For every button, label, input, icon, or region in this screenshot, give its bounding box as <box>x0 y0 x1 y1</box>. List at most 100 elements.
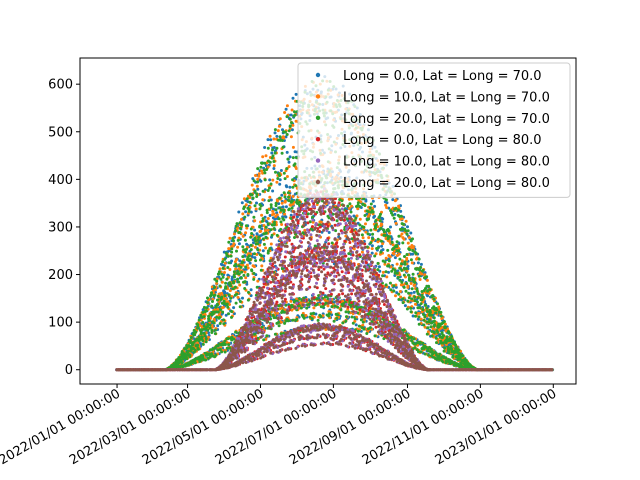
data-point <box>256 180 260 184</box>
data-point <box>287 207 291 211</box>
data-point <box>266 217 270 220</box>
data-point <box>251 177 255 181</box>
data-point <box>371 210 375 214</box>
data-point <box>389 288 393 292</box>
data-point <box>204 340 208 344</box>
data-point <box>232 337 236 341</box>
data-point <box>243 215 247 219</box>
data-point <box>425 332 429 336</box>
data-point <box>291 156 295 160</box>
data-point <box>246 273 250 276</box>
data-point <box>236 295 240 299</box>
data-point <box>272 212 276 216</box>
data-point <box>234 229 237 233</box>
data-point <box>416 296 420 300</box>
data-point <box>204 309 208 313</box>
data-point <box>409 282 413 285</box>
data-point <box>406 225 409 229</box>
data-point <box>394 198 398 202</box>
data-point <box>425 275 429 279</box>
data-point <box>392 289 396 293</box>
data-point <box>288 203 292 207</box>
data-point <box>189 349 193 353</box>
data-point <box>374 223 378 227</box>
data-point <box>273 223 276 226</box>
data-point <box>252 215 256 219</box>
data-point <box>216 310 220 314</box>
data-point <box>419 302 423 306</box>
data-point <box>280 223 284 226</box>
data-point <box>384 283 388 287</box>
data-point <box>383 234 387 237</box>
data-point <box>236 277 240 281</box>
data-point <box>293 299 297 303</box>
data-point <box>246 266 250 270</box>
data-point <box>416 292 420 296</box>
data-point <box>232 306 236 310</box>
data-point <box>210 304 214 308</box>
data-point <box>271 209 275 213</box>
data-point <box>278 178 282 182</box>
data-point <box>194 330 198 334</box>
data-point <box>363 204 367 207</box>
data-point <box>410 261 414 265</box>
data-point <box>240 201 244 205</box>
data-point <box>339 308 343 312</box>
data-point <box>444 356 448 360</box>
data-point <box>281 145 285 149</box>
data-point <box>419 350 423 354</box>
data-point <box>196 323 200 327</box>
data-point <box>284 184 288 188</box>
data-point <box>265 220 269 224</box>
data-point <box>277 217 281 221</box>
data-point <box>227 343 231 347</box>
data-point <box>409 258 413 262</box>
data-point <box>233 285 237 289</box>
data-point <box>246 298 250 302</box>
data-point <box>333 304 337 308</box>
data-point <box>213 293 217 297</box>
data-point <box>253 245 257 249</box>
data-point <box>243 270 247 274</box>
data-point <box>411 252 415 256</box>
data-point <box>381 270 385 274</box>
data-point <box>351 321 355 325</box>
data-point <box>417 257 421 261</box>
data-point <box>272 164 276 168</box>
data-point <box>330 241 334 245</box>
data-point <box>370 244 374 248</box>
data-point <box>381 217 385 221</box>
data-point <box>397 252 401 256</box>
data-point <box>408 248 412 252</box>
data-point <box>364 222 367 226</box>
data-point <box>421 341 425 345</box>
data-point <box>428 288 432 292</box>
data-point <box>288 124 292 128</box>
data-point <box>401 241 405 245</box>
data-point <box>221 305 225 309</box>
data-point <box>335 316 339 320</box>
data-point <box>354 216 358 220</box>
data-point <box>417 274 421 278</box>
data-point <box>272 137 276 141</box>
data-point <box>218 267 222 271</box>
data-point <box>387 229 390 233</box>
data-point <box>212 321 216 325</box>
data-point <box>404 219 408 223</box>
data-point <box>402 328 406 332</box>
data-point <box>345 315 348 319</box>
data-point <box>290 206 294 210</box>
data-point <box>236 245 240 249</box>
data-point <box>413 295 417 299</box>
data-point <box>335 219 339 223</box>
data-point <box>412 337 416 341</box>
data-point <box>284 135 288 139</box>
data-point <box>289 113 293 117</box>
data-point <box>237 210 241 214</box>
data-point <box>235 222 239 226</box>
data-point <box>289 135 293 139</box>
data-point <box>367 236 371 240</box>
data-point <box>253 204 257 208</box>
data-point <box>396 208 400 212</box>
data-point <box>283 200 287 204</box>
